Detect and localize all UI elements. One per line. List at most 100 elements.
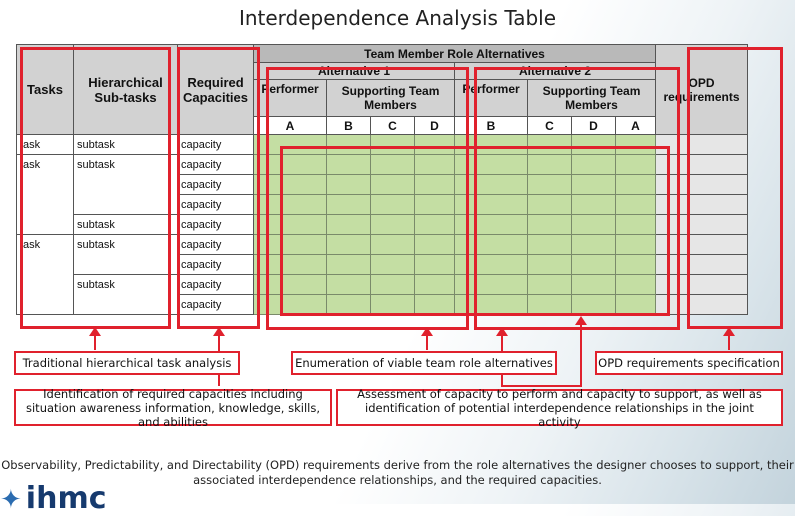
header-letter: B xyxy=(454,116,528,135)
subtask-cell: subtask xyxy=(73,274,178,295)
header-opd: OPD requirements xyxy=(655,44,748,135)
opd-cell xyxy=(655,174,748,195)
opd-cell xyxy=(655,274,748,295)
task-cell xyxy=(16,274,74,295)
role-cell xyxy=(370,274,415,295)
role-cell xyxy=(571,134,616,155)
role-cell xyxy=(454,234,528,255)
arrow-assessment-right xyxy=(575,316,587,387)
role-cell xyxy=(370,254,415,275)
role-cell xyxy=(326,174,371,195)
task-cell xyxy=(16,194,74,215)
role-cell xyxy=(454,294,528,315)
role-cell xyxy=(370,154,415,175)
role-cell xyxy=(454,154,528,175)
table-row: task subtask capacity xyxy=(16,134,748,155)
opd-cell xyxy=(655,234,748,255)
ihmc-mark-icon: ✦ xyxy=(0,485,22,515)
header-letter: C xyxy=(527,116,572,135)
header-letter: A xyxy=(615,116,656,135)
subtask-cell xyxy=(73,294,178,315)
header-letter: B xyxy=(326,116,371,135)
label-traditional: Traditional hierarchical task analysis xyxy=(14,351,240,375)
capacity-cell: capacity xyxy=(177,174,254,195)
role-cell xyxy=(326,154,371,175)
role-cell xyxy=(414,274,455,295)
role-cell xyxy=(454,214,528,235)
header-alt2: Alternative 2 xyxy=(454,62,656,80)
header-role-alternatives: Team Member Role Alternatives xyxy=(253,44,656,63)
header-alt2-supporting: Supporting Team Members xyxy=(527,79,656,117)
role-cell xyxy=(454,254,528,275)
header-letter: D xyxy=(571,116,616,135)
role-cell xyxy=(527,254,572,275)
role-cell xyxy=(370,234,415,255)
header-subtasks: Hierarchical Sub-tasks xyxy=(73,44,178,135)
arrow-traditional xyxy=(89,327,101,350)
role-cell xyxy=(326,274,371,295)
role-cell xyxy=(326,214,371,235)
role-cell xyxy=(414,174,455,195)
subtask-cell: subtask xyxy=(73,154,178,175)
label-enumeration: Enumeration of viable team role alternat… xyxy=(291,351,557,375)
task-cell xyxy=(16,294,74,315)
opd-cell xyxy=(655,294,748,315)
role-cell xyxy=(454,194,528,215)
role-cell xyxy=(571,254,616,275)
role-cell xyxy=(414,194,455,215)
task-cell xyxy=(16,174,74,195)
role-cell xyxy=(527,194,572,215)
capacity-cell: capacity xyxy=(177,274,254,295)
role-cell xyxy=(253,154,327,175)
role-cell xyxy=(615,134,656,155)
capacity-cell: capacity xyxy=(177,294,254,315)
role-cell xyxy=(571,154,616,175)
role-cell xyxy=(454,174,528,195)
label-assessment: Assessment of capacity to perform and ca… xyxy=(336,387,783,429)
role-cell xyxy=(615,234,656,255)
role-cell xyxy=(326,134,371,155)
role-cell xyxy=(527,274,572,295)
capacity-cell: capacity xyxy=(177,214,254,235)
role-cell xyxy=(527,234,572,255)
task-cell xyxy=(16,254,74,275)
role-cell xyxy=(253,134,327,155)
subtask-cell: subtask xyxy=(73,214,178,235)
capacity-cell: capacity xyxy=(177,234,254,255)
role-cell xyxy=(326,234,371,255)
subtask-cell xyxy=(73,194,178,215)
role-cell xyxy=(253,294,327,315)
role-cell xyxy=(370,174,415,195)
header-alt2-performer: Performer xyxy=(454,79,528,117)
role-cell xyxy=(414,214,455,235)
role-cell xyxy=(615,214,656,235)
capacity-cell: capacity xyxy=(177,194,254,215)
table-row: task subtask capacity xyxy=(16,154,748,175)
capacity-cell: capacity xyxy=(177,154,254,175)
role-cell xyxy=(571,194,616,215)
capacity-cell: capacity xyxy=(177,254,254,275)
subtask-cell: subtask xyxy=(73,134,178,155)
table-row: task subtask capacity xyxy=(16,234,748,255)
table-row: capacity xyxy=(16,194,748,215)
subtask-cell: subtask xyxy=(73,234,178,255)
role-cell xyxy=(527,134,572,155)
label-opd-spec: OPD requirements specification xyxy=(595,351,783,375)
opd-cell xyxy=(655,214,748,235)
role-cell xyxy=(527,214,572,235)
role-cell xyxy=(370,134,415,155)
table-row: subtask capacity xyxy=(16,274,748,295)
header-tasks: Tasks xyxy=(16,44,74,135)
role-cell xyxy=(615,274,656,295)
role-cell xyxy=(370,194,415,215)
table-row: capacity xyxy=(16,294,748,315)
role-cell xyxy=(615,254,656,275)
role-cell xyxy=(414,134,455,155)
role-cell xyxy=(253,194,327,215)
table-row: capacity xyxy=(16,174,748,195)
role-cell xyxy=(615,294,656,315)
role-cell xyxy=(527,174,572,195)
ihmc-logo: ✦ ihmc xyxy=(0,481,107,516)
page-title: Interdependence Analysis Table xyxy=(238,6,557,30)
header-letter: D xyxy=(414,116,455,135)
